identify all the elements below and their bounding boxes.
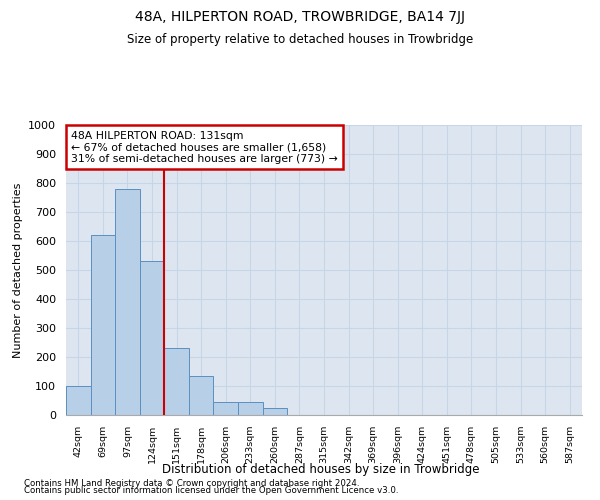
Text: Contains public sector information licensed under the Open Government Licence v3: Contains public sector information licen… bbox=[24, 486, 398, 495]
Bar bbox=[115, 189, 140, 415]
Text: 48A HILPERTON ROAD: 131sqm
← 67% of detached houses are smaller (1,658)
31% of s: 48A HILPERTON ROAD: 131sqm ← 67% of deta… bbox=[71, 131, 338, 164]
Text: Contains HM Land Registry data © Crown copyright and database right 2024.: Contains HM Land Registry data © Crown c… bbox=[24, 478, 359, 488]
Bar bbox=[140, 262, 164, 415]
Bar bbox=[214, 402, 238, 415]
Bar bbox=[189, 376, 214, 415]
Bar bbox=[164, 348, 189, 415]
Text: Distribution of detached houses by size in Trowbridge: Distribution of detached houses by size … bbox=[162, 464, 480, 476]
Bar bbox=[238, 402, 263, 415]
Text: 48A, HILPERTON ROAD, TROWBRIDGE, BA14 7JJ: 48A, HILPERTON ROAD, TROWBRIDGE, BA14 7J… bbox=[135, 10, 465, 24]
Bar bbox=[66, 386, 91, 415]
Y-axis label: Number of detached properties: Number of detached properties bbox=[13, 182, 23, 358]
Text: Size of property relative to detached houses in Trowbridge: Size of property relative to detached ho… bbox=[127, 32, 473, 46]
Bar bbox=[91, 235, 115, 415]
Bar bbox=[263, 408, 287, 415]
